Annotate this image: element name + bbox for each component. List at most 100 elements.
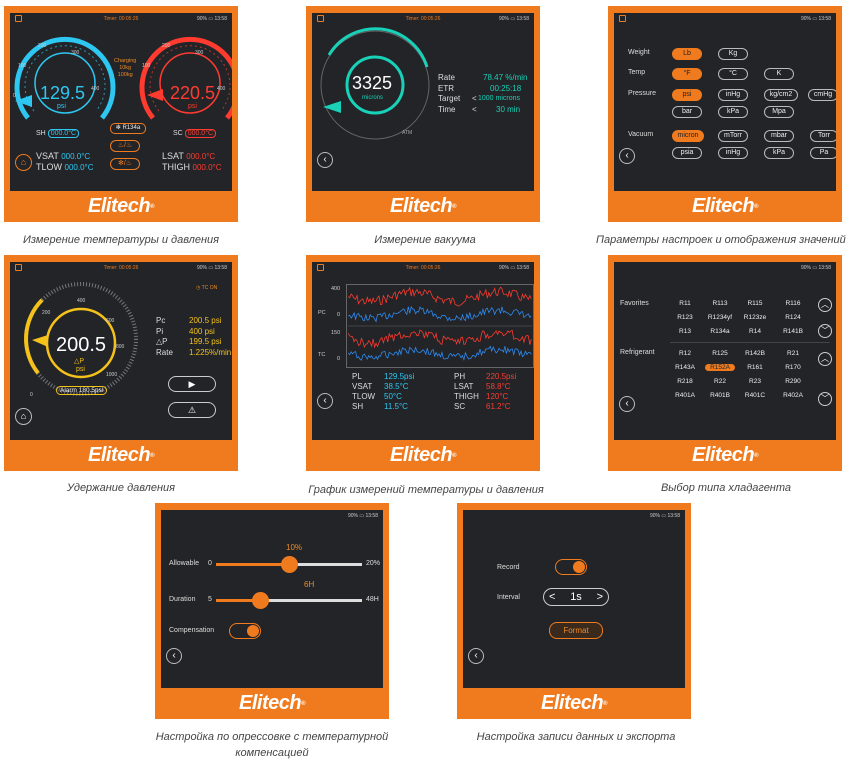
refrigerant-option[interactable]: R11 xyxy=(679,300,691,307)
allowable-slider-knob[interactable] xyxy=(281,556,298,573)
refrigerant-option[interactable]: R123 xyxy=(677,314,693,321)
format-button[interactable]: Format xyxy=(549,622,603,639)
pressure-kpa[interactable]: kPa xyxy=(718,106,748,118)
pressure-hold-gauge xyxy=(24,282,138,396)
allowable-slider[interactable] xyxy=(216,556,362,573)
refrigerant-option[interactable]: R21 xyxy=(787,350,799,357)
temp-k[interactable]: K xyxy=(764,68,794,80)
refrigerant-option[interactable]: R170 xyxy=(785,364,801,371)
vacuum-inhg[interactable]: inHg xyxy=(718,147,748,159)
pressure-inhg[interactable]: inHg xyxy=(718,89,748,101)
mode-button-1[interactable]: ♨/♨ xyxy=(110,140,140,152)
refrigerant-option[interactable]: R124 xyxy=(785,314,801,321)
refrigerant-option[interactable]: R161 xyxy=(747,364,763,371)
app-icon xyxy=(317,15,324,22)
refrigerant-option[interactable]: R116 xyxy=(785,300,801,307)
favorites-up[interactable]: ︿ xyxy=(818,298,832,312)
time-value[interactable]: 30 min xyxy=(496,104,521,114)
vacuum-label: Vacuum xyxy=(628,131,654,138)
refrigerant-down[interactable]: ﹀ xyxy=(818,392,832,406)
compensation-toggle[interactable] xyxy=(229,623,261,639)
weight-kg[interactable]: Kg xyxy=(718,48,748,60)
mode-button-2[interactable]: ✻/♨ xyxy=(110,158,140,170)
high-pressure-unit: psi xyxy=(188,103,197,110)
pressure-mpa[interactable]: Mpa xyxy=(764,106,794,118)
brand-logo: Elitech ® xyxy=(390,195,456,217)
refrigerant-option[interactable]: R142B xyxy=(745,350,765,357)
duration-slider[interactable] xyxy=(216,592,362,609)
refrigerant-option[interactable]: R115 xyxy=(747,300,763,307)
vacuum-mbar[interactable]: mbar xyxy=(764,130,794,142)
vacuum-torr[interactable]: Torr xyxy=(810,130,836,142)
refrigerant-option[interactable]: R134a xyxy=(710,328,730,335)
refrigerant-option[interactable]: R23 xyxy=(749,378,761,385)
high-pressure-gauge xyxy=(139,36,232,120)
temp-c[interactable]: °C xyxy=(718,68,748,80)
refrigerant-option[interactable]: R22 xyxy=(714,378,726,385)
refrigerant-option[interactable]: R401B xyxy=(710,392,730,399)
refrigerant-up[interactable]: ︿ xyxy=(818,352,832,366)
vacuum-kpa[interactable]: kPa xyxy=(764,147,794,159)
refrigerant-option[interactable]: R290 xyxy=(785,378,801,385)
refrigerant-option[interactable]: R1234yf xyxy=(707,314,733,321)
pressure-cmhg[interactable]: cmHg xyxy=(808,89,836,101)
vacuum-psia[interactable]: psia xyxy=(672,147,702,159)
back-button[interactable]: ‹ xyxy=(166,648,182,664)
refrigerant-option[interactable]: R152A xyxy=(705,364,735,371)
timer: Timer: 00:05:26 xyxy=(103,265,139,271)
caption-1: Измерение температуры и давления xyxy=(22,234,219,246)
caption-2: Измерение вакуума xyxy=(374,234,476,246)
refrigerant-option[interactable]: R218 xyxy=(677,378,693,385)
app-icon xyxy=(15,15,22,22)
refrigerant-option[interactable]: R113 xyxy=(712,300,728,307)
interval-prev[interactable]: < xyxy=(549,591,556,603)
pressure-kgcm2[interactable]: kg/cm2 xyxy=(764,89,798,101)
vacuum-mtorr[interactable]: mTorr xyxy=(718,130,748,142)
refrigerant-option[interactable]: R141B xyxy=(783,328,803,335)
home-button[interactable]: ⌂ xyxy=(15,154,32,171)
play-button[interactable]: ▶ xyxy=(168,376,216,392)
refrigerant-option[interactable]: R125 xyxy=(712,350,728,357)
interval-next[interactable]: > xyxy=(596,591,603,603)
interval-selector[interactable]: < 1s > xyxy=(543,588,609,606)
app-icon xyxy=(317,264,324,271)
back-button[interactable]: ‹ xyxy=(317,393,333,409)
caption-4: Удержание давления xyxy=(66,482,176,494)
weight-lb[interactable]: Lb xyxy=(672,48,702,60)
panel-vacuum: Timer: 00:05:26 90% ▭ 13:58 3325 microns… xyxy=(306,6,540,222)
refrigerant-button[interactable]: ✻ R134a xyxy=(110,123,146,134)
refrigerant-option[interactable]: R402A xyxy=(783,392,803,399)
refrigerant-option[interactable]: R13 xyxy=(679,328,691,335)
allowable-value: 10% xyxy=(286,543,303,552)
refrigerant-option[interactable]: R12 xyxy=(679,350,691,357)
temp-f[interactable]: °F xyxy=(672,68,702,80)
back-button[interactable]: ‹ xyxy=(317,152,333,168)
sh-readout: SH 000.0°C xyxy=(36,129,80,138)
battery-clock: 90% ▭ 13:58 xyxy=(196,265,227,271)
alarm-button[interactable]: ⚠ xyxy=(168,402,216,418)
record-toggle[interactable] xyxy=(555,559,587,575)
pressure-bar[interactable]: bar xyxy=(672,106,702,118)
battery-clock: 90% ▭ 13:58 xyxy=(800,265,831,271)
home-button[interactable]: ⌂ xyxy=(15,408,32,425)
back-button[interactable]: ‹ xyxy=(619,148,635,164)
refrigerant-option[interactable]: R401A xyxy=(675,392,695,399)
panel-refrigerant: 90% ▭ 13:58 Favorites R11 R113 R115 R116 R12… xyxy=(608,255,842,471)
refrigerant-option[interactable]: R14 xyxy=(749,328,761,335)
panel-recording: 90% ▭ 13:58 Record Interval < 1s > Forma… xyxy=(457,503,691,719)
low-pressure-unit: psi xyxy=(57,103,66,110)
duration-slider-knob[interactable] xyxy=(251,592,269,609)
refrigerant-option[interactable]: R123ze xyxy=(743,314,767,321)
vacuum-unit: microns xyxy=(362,95,384,101)
vacuum-micron[interactable]: micron xyxy=(672,130,704,142)
refrigerant-option[interactable]: R143A xyxy=(675,364,695,371)
vacuum-pa[interactable]: Pa xyxy=(810,147,836,159)
caption-3: Параметры настроек и отображения значени… xyxy=(596,234,846,246)
target-value[interactable]: 1000 microns xyxy=(478,95,521,102)
back-button[interactable]: ‹ xyxy=(619,396,635,412)
favorites-down[interactable]: ﹀ xyxy=(818,324,832,338)
refrigerant-option[interactable]: R401C xyxy=(744,392,766,399)
pressure-psi[interactable]: psi xyxy=(672,89,702,101)
temp-label: Temp xyxy=(628,69,646,76)
back-button[interactable]: ‹ xyxy=(468,648,484,664)
